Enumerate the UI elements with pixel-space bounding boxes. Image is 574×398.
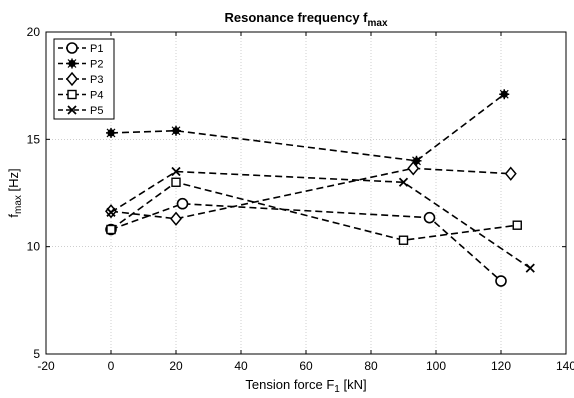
legend-item-p1: P1 bbox=[58, 42, 103, 55]
data-point-p5 bbox=[525, 263, 535, 273]
x-axis-label: Tension force F1 [kN] bbox=[245, 377, 366, 395]
legend-marker-p5 bbox=[67, 105, 77, 115]
x-axis-label-subscript: 1 bbox=[334, 384, 340, 395]
data-point-p3 bbox=[170, 211, 182, 226]
legend-label: P2 bbox=[90, 59, 103, 71]
data-point-p5 bbox=[171, 166, 181, 177]
legend-marker-p1 bbox=[66, 42, 78, 54]
y-tick-label: 5 bbox=[33, 347, 40, 361]
data-point-p3 bbox=[504, 166, 517, 181]
series-layer bbox=[105, 89, 535, 287]
y-axis-label-unit: [Hz] bbox=[6, 168, 21, 195]
data-point-p5 bbox=[106, 207, 116, 217]
data-point-p1 bbox=[495, 275, 507, 287]
x-tick-label: 0 bbox=[108, 359, 115, 373]
y-tick-label: 20 bbox=[27, 25, 41, 39]
y-axis-label-subscript: max bbox=[13, 195, 24, 214]
data-point-p2 bbox=[411, 155, 422, 166]
x-tick-label: 20 bbox=[169, 359, 183, 373]
legend: P1 P2 P3 P4 P5 bbox=[53, 38, 115, 120]
data-point-p3 bbox=[407, 161, 420, 176]
legend-item-p4: P4 bbox=[58, 90, 103, 102]
data-point-p2 bbox=[171, 125, 181, 136]
y-axis-label: fmax [Hz] bbox=[6, 168, 24, 217]
series-line-p5 bbox=[110, 170, 531, 269]
series-p2 bbox=[106, 89, 510, 166]
legend-label: P5 bbox=[90, 105, 103, 117]
data-point-p2 bbox=[499, 89, 510, 100]
x-tick-label: 40 bbox=[234, 359, 248, 373]
data-point-p4 bbox=[171, 177, 181, 187]
series-p4 bbox=[106, 177, 522, 245]
chart-title-subscript: max bbox=[368, 18, 388, 29]
x-tick-label: 100 bbox=[426, 359, 446, 373]
legend-marker-p3 bbox=[66, 71, 78, 87]
series-line-p1 bbox=[110, 202, 502, 282]
data-point-p4 bbox=[106, 224, 116, 235]
series-line-p3 bbox=[110, 167, 511, 220]
y-tick-label: 10 bbox=[27, 240, 41, 254]
data-point-p4 bbox=[512, 220, 522, 230]
x-tick-label: 60 bbox=[299, 359, 313, 373]
legend-item-p3: P3 bbox=[58, 71, 103, 87]
data-point-p1 bbox=[176, 197, 189, 210]
x-tick-label: 80 bbox=[364, 359, 378, 373]
legend-label: P4 bbox=[90, 90, 103, 102]
legend-item-p2: P2 bbox=[58, 58, 103, 71]
x-tick-label: 120 bbox=[491, 359, 511, 373]
data-point-p1 bbox=[423, 211, 436, 224]
legend-item-p5: P5 bbox=[58, 105, 103, 117]
plot-background bbox=[46, 32, 566, 354]
data-point-p4 bbox=[398, 235, 409, 245]
y-tick-label: 15 bbox=[27, 132, 41, 146]
ticks: -20 0 20 40 60 80 100 120 140 5 10 15 20 bbox=[27, 25, 574, 373]
x-axis-label-unit: [kN] bbox=[340, 377, 367, 392]
data-point-p2 bbox=[106, 127, 116, 138]
series-p5 bbox=[106, 166, 535, 273]
legend-marker-p4 bbox=[67, 89, 77, 100]
legend-marker-p2 bbox=[67, 58, 77, 69]
data-point-p5 bbox=[398, 177, 409, 187]
chart-title: Resonance frequency fmax bbox=[224, 10, 388, 29]
x-tick-label: -20 bbox=[37, 359, 55, 373]
x-tick-label: 140 bbox=[556, 359, 574, 373]
legend-label: P3 bbox=[90, 74, 103, 86]
legend-label: P1 bbox=[90, 43, 103, 55]
